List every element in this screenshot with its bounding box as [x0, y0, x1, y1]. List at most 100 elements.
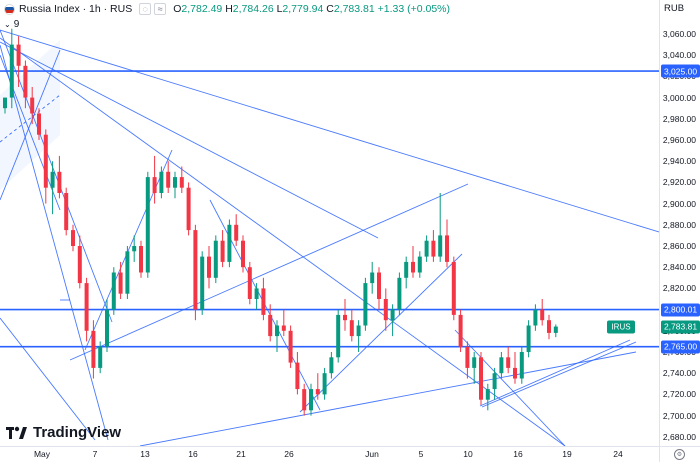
- ohlc-values: O2,782.49 H2,784.26 L2,779.94 C2,783.81 …: [173, 3, 450, 15]
- candle-body: [526, 325, 531, 352]
- candle-body: [397, 277, 402, 310]
- level-price-tag[interactable]: 2,800.01: [661, 303, 700, 317]
- chevron-down-icon[interactable]: ⌄: [4, 20, 11, 29]
- price-tick-label: 2,720.00: [662, 389, 696, 400]
- candle-body: [383, 299, 388, 321]
- price-axis[interactable]: RUB 3,060.003,040.003,020.003,000.002,98…: [659, 0, 700, 462]
- candle-body: [173, 177, 177, 188]
- candle-body: [336, 314, 341, 358]
- indicator-count: 9: [13, 19, 20, 30]
- candle-body: [533, 309, 538, 326]
- price-tick-label: 2,840.00: [662, 262, 696, 273]
- low-value: 2,779.94: [282, 3, 324, 15]
- time-axis[interactable]: May713162126Jun5710161924: [0, 446, 659, 462]
- price-tick-label: 2,960.00: [662, 135, 696, 145]
- candle-body: [91, 330, 96, 368]
- candle-body: [485, 389, 490, 400]
- candle-body: [309, 389, 313, 411]
- trend-line: [299, 253, 463, 413]
- candle-body: [506, 357, 511, 368]
- compare-icon[interactable]: ≈: [154, 3, 167, 15]
- candle-body: [77, 246, 82, 284]
- candle-body: [247, 267, 252, 299]
- candle-body: [356, 325, 361, 337]
- high-value: 2,784.26: [232, 3, 274, 15]
- candle-body: [186, 187, 191, 231]
- time-tick-label: 10: [463, 449, 473, 459]
- candle-body: [159, 171, 164, 193]
- candle-body: [37, 113, 41, 135]
- time-tick-label: 21: [236, 449, 246, 459]
- tradingview-logo[interactable]: TradingView: [6, 424, 121, 441]
- candle-body: [329, 357, 334, 374]
- candle-body: [390, 309, 395, 321]
- candle-body: [105, 309, 109, 347]
- price-tick-label: 2,920.00: [662, 177, 696, 188]
- axis-corner[interactable]: ⚙: [659, 446, 700, 462]
- candle-body: [322, 373, 327, 395]
- time-tick-label: 24: [613, 449, 623, 459]
- price-tick-label: 2,740.00: [662, 368, 696, 379]
- price-tick-label: 3,060.00: [662, 29, 696, 39]
- time-tick-label: May: [33, 449, 51, 459]
- candle-body: [281, 325, 286, 331]
- candle-body: [492, 373, 497, 390]
- candle-body: [540, 309, 545, 321]
- candle-body: [315, 389, 320, 395]
- trend-line: [481, 341, 637, 408]
- price-tick-label: 2,820.00: [662, 283, 696, 294]
- candle-body: [132, 246, 137, 252]
- candle-body: [179, 177, 184, 188]
- trend-line: [0, 37, 566, 446]
- level-price-tag[interactable]: 3,025.00: [661, 64, 700, 78]
- candle-body: [152, 177, 157, 193]
- price-tick-label: 2,860.00: [662, 241, 696, 251]
- candle-body: [553, 326, 558, 333]
- trend-line: [479, 339, 631, 407]
- indicators-toggle[interactable]: ⌄ 9: [4, 19, 19, 30]
- candle-body: [288, 330, 293, 363]
- time-tick-label: 16: [513, 449, 523, 459]
- candle-body: [268, 314, 273, 337]
- candle-body: [411, 261, 415, 273]
- russia-flag-icon: [4, 3, 15, 15]
- candle-body: [220, 240, 225, 262]
- candle-body: [166, 171, 171, 188]
- candle-body: [111, 272, 116, 310]
- candle-body: [57, 171, 62, 193]
- time-tick-label: 26: [284, 449, 294, 459]
- settings-icon[interactable]: ⚙: [674, 449, 685, 460]
- candle-body: [213, 240, 218, 278]
- channel-midline: [0, 94, 61, 143]
- candle-body: [451, 261, 456, 315]
- symbol-title[interactable]: Russia Index · 1h · RUS: [19, 3, 133, 15]
- candle-body: [275, 325, 279, 337]
- candle-body: [499, 357, 504, 374]
- level-price-tag[interactable]: 2,765.00: [661, 340, 700, 354]
- price-chart[interactable]: [0, 0, 659, 446]
- candle-body: [465, 346, 470, 368]
- trend-line: [0, 41, 379, 239]
- price-tick-label: 3,040.00: [662, 50, 696, 61]
- candle-body: [9, 44, 14, 98]
- candle-body: [145, 177, 150, 273]
- hide-icon[interactable]: ◌: [139, 3, 152, 15]
- candle-body: [472, 357, 477, 368]
- time-tick-label: 19: [562, 449, 572, 459]
- tradingview-wordmark: TradingView: [33, 424, 122, 441]
- candle-body: [227, 224, 232, 262]
- candle-body: [445, 235, 449, 262]
- candle-body: [64, 193, 69, 231]
- candle-body: [43, 134, 48, 188]
- chart-pane[interactable]: Russia Index · 1h · RUS ◌ ≈ O2,782.49 H2…: [0, 0, 659, 446]
- time-tick-label: 7: [92, 449, 98, 459]
- candle-body: [84, 283, 89, 331]
- trend-line: [0, 29, 659, 233]
- candle-body: [370, 272, 375, 284]
- last-price-tag[interactable]: 2,783.81: [661, 320, 700, 334]
- currency-label[interactable]: RUB: [664, 3, 685, 14]
- price-tick-label: 3,000.00: [662, 92, 696, 103]
- symbol-price-tag: IRUS: [607, 320, 635, 334]
- time-tick-label: Jun: [365, 449, 379, 459]
- trend-line: [69, 183, 469, 361]
